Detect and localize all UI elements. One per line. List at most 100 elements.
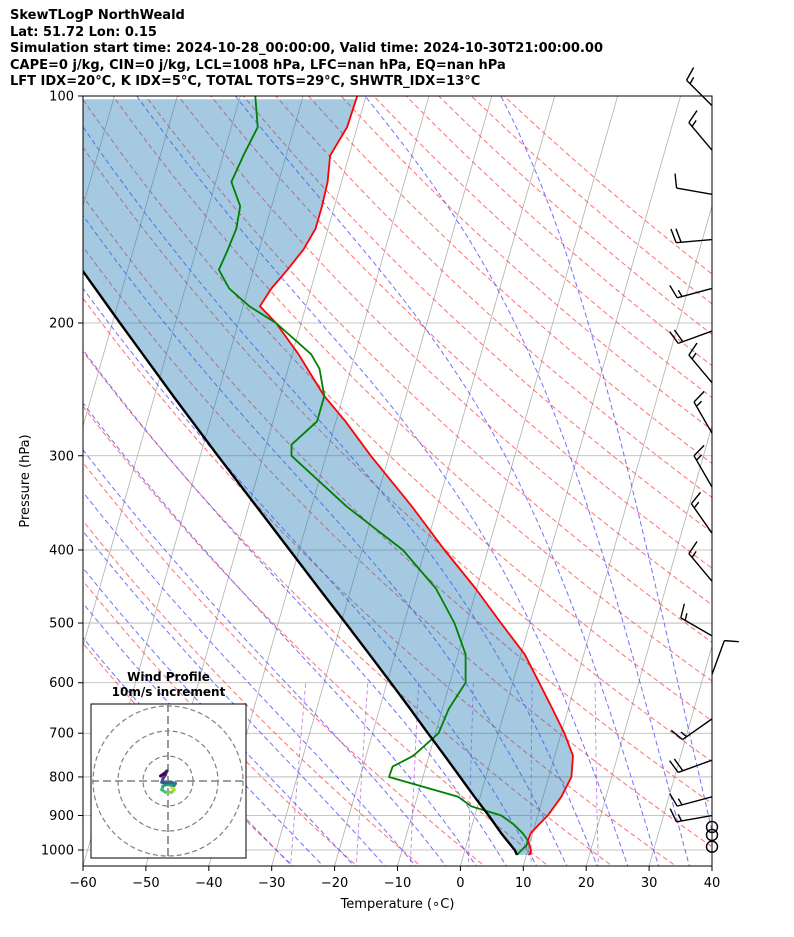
wind-barb-flag bbox=[680, 603, 686, 619]
wind-barb-flag bbox=[675, 228, 682, 243]
wind-barb-flag bbox=[669, 760, 679, 773]
y-tick-label: 200 bbox=[49, 316, 74, 331]
x-tick-label: 10 bbox=[515, 876, 532, 891]
y-tick-label: 600 bbox=[49, 676, 74, 691]
moist-adiabat bbox=[83, 214, 568, 866]
mixing-ratio-line bbox=[594, 682, 599, 866]
indices-line-2: LFT IDX=20°C, K IDX=5°C, TOTAL TOTS=29°C… bbox=[10, 74, 481, 90]
wind-barb bbox=[688, 541, 713, 582]
isotherm-line bbox=[775, 96, 794, 866]
negative-area-fill bbox=[83, 99, 573, 855]
hodograph-trace-segment bbox=[159, 772, 166, 778]
wind-barb-half-flag bbox=[695, 400, 703, 407]
hodograph-title: Wind Profile 10m/s increment bbox=[91, 670, 246, 699]
chart-title: SkewTLogP NorthWeald bbox=[10, 8, 185, 23]
wind-barb-flag bbox=[724, 639, 739, 643]
dry-adiabat bbox=[83, 245, 712, 848]
moist-adiabat bbox=[83, 530, 386, 866]
wind-barb-staff bbox=[688, 122, 713, 151]
wind-barb-flag bbox=[670, 729, 683, 741]
wind-barb-staff bbox=[690, 503, 713, 534]
wind-barb-flag bbox=[673, 758, 684, 772]
wind-barb-flag bbox=[688, 110, 698, 124]
cape-cin-fill-layer bbox=[83, 99, 573, 855]
x-tick-label: −10 bbox=[384, 876, 411, 891]
mixing-ratio-line bbox=[355, 682, 369, 866]
wind-barb-flag bbox=[669, 331, 679, 344]
wind-barb-staff bbox=[677, 330, 713, 345]
x-tick-label: −30 bbox=[258, 876, 285, 891]
dry-adiabat bbox=[83, 405, 550, 866]
wind-barb bbox=[688, 342, 713, 384]
wind-barb bbox=[669, 329, 713, 345]
x-tick-label: −20 bbox=[321, 876, 348, 891]
wind-barb bbox=[670, 718, 713, 741]
dewpoint-line bbox=[217, 96, 529, 856]
wind-barb-staff bbox=[682, 718, 713, 741]
mixing-ratio-line bbox=[409, 682, 420, 866]
wind-barb bbox=[669, 808, 713, 823]
wind-barb-flag bbox=[690, 491, 702, 505]
wind-barb-half-flag bbox=[677, 814, 683, 822]
parcel-profile-line bbox=[83, 269, 519, 856]
dry-adiabat bbox=[308, 96, 712, 464]
x-tick-label: 40 bbox=[704, 876, 721, 891]
wind-barb-staff bbox=[693, 401, 713, 434]
isotherm-line bbox=[271, 96, 493, 866]
axes: −60 −50 −40 −30 −20 −10 0 10 20 30 40 100 200 300 400 5… bbox=[18, 90, 720, 913]
y-tick-label: 100 bbox=[49, 90, 74, 105]
location-line: Lat: 51.72 Lon: 0.15 bbox=[10, 24, 157, 40]
dry-adiabat bbox=[83, 461, 486, 866]
x-tick-label: −50 bbox=[132, 876, 159, 891]
isotherm-line bbox=[522, 204, 712, 866]
wind-barb bbox=[669, 758, 713, 774]
isotherm-line bbox=[83, 96, 241, 648]
wind-barb bbox=[669, 793, 713, 807]
wind-barb bbox=[693, 444, 713, 488]
dry-adiabat bbox=[83, 195, 712, 805]
dry-adiabat bbox=[112, 96, 712, 682]
wind-barb-half-flag bbox=[695, 454, 703, 461]
wind-barb-half-flag bbox=[677, 798, 683, 806]
x-tick-label: 30 bbox=[641, 876, 658, 891]
moist-adiabat bbox=[83, 126, 598, 866]
wind-barb-calm-circle bbox=[705, 820, 719, 834]
wind-barb bbox=[711, 639, 739, 675]
wind-barb-flag bbox=[693, 444, 705, 457]
wind-barb-half-flag bbox=[677, 289, 683, 297]
moist-adiabat bbox=[136, 96, 629, 866]
dry-adiabat bbox=[83, 642, 294, 866]
wind-barb-staff bbox=[676, 814, 713, 823]
wind-barb bbox=[674, 173, 713, 195]
wind-barb-half-flag bbox=[693, 501, 700, 509]
hodograph-subtitle-text: 10m/s increment bbox=[111, 684, 226, 699]
y-tick-label: 1000 bbox=[41, 844, 74, 859]
wind-barb-staff bbox=[688, 553, 713, 582]
wind-barb-staff bbox=[688, 354, 713, 384]
wind-barb-calm-circle bbox=[705, 840, 719, 853]
wind-barb-flag bbox=[669, 793, 678, 807]
wind-barb-half-flag bbox=[680, 731, 688, 738]
wind-barb-flag bbox=[669, 808, 678, 823]
mixing-ratio-line bbox=[290, 682, 307, 866]
y-tick-label: 300 bbox=[49, 449, 74, 464]
wind-barb bbox=[685, 67, 713, 107]
isotherm-line bbox=[83, 96, 178, 428]
y-tick-label: 400 bbox=[49, 543, 74, 558]
x-tick-label: −60 bbox=[69, 876, 96, 891]
wind-barb-half-flag bbox=[691, 120, 697, 127]
x-axis-label: Temperature (∘C) bbox=[340, 897, 455, 912]
y-axis-label: Pressure (hPa) bbox=[18, 434, 33, 527]
moist-adiabat bbox=[364, 96, 690, 866]
dry-adiabat bbox=[83, 520, 422, 866]
isotherm-line bbox=[334, 96, 556, 866]
y-tick-label: 800 bbox=[49, 770, 74, 785]
wind-barb-staff bbox=[711, 640, 725, 675]
wind-barb-staff bbox=[693, 455, 713, 488]
wind-barb bbox=[680, 603, 713, 637]
x-tick-label: 0 bbox=[456, 876, 464, 891]
dry-adiabat bbox=[83, 350, 613, 866]
wind-barb-staff bbox=[677, 287, 713, 299]
x-tick-label: −40 bbox=[195, 876, 222, 891]
